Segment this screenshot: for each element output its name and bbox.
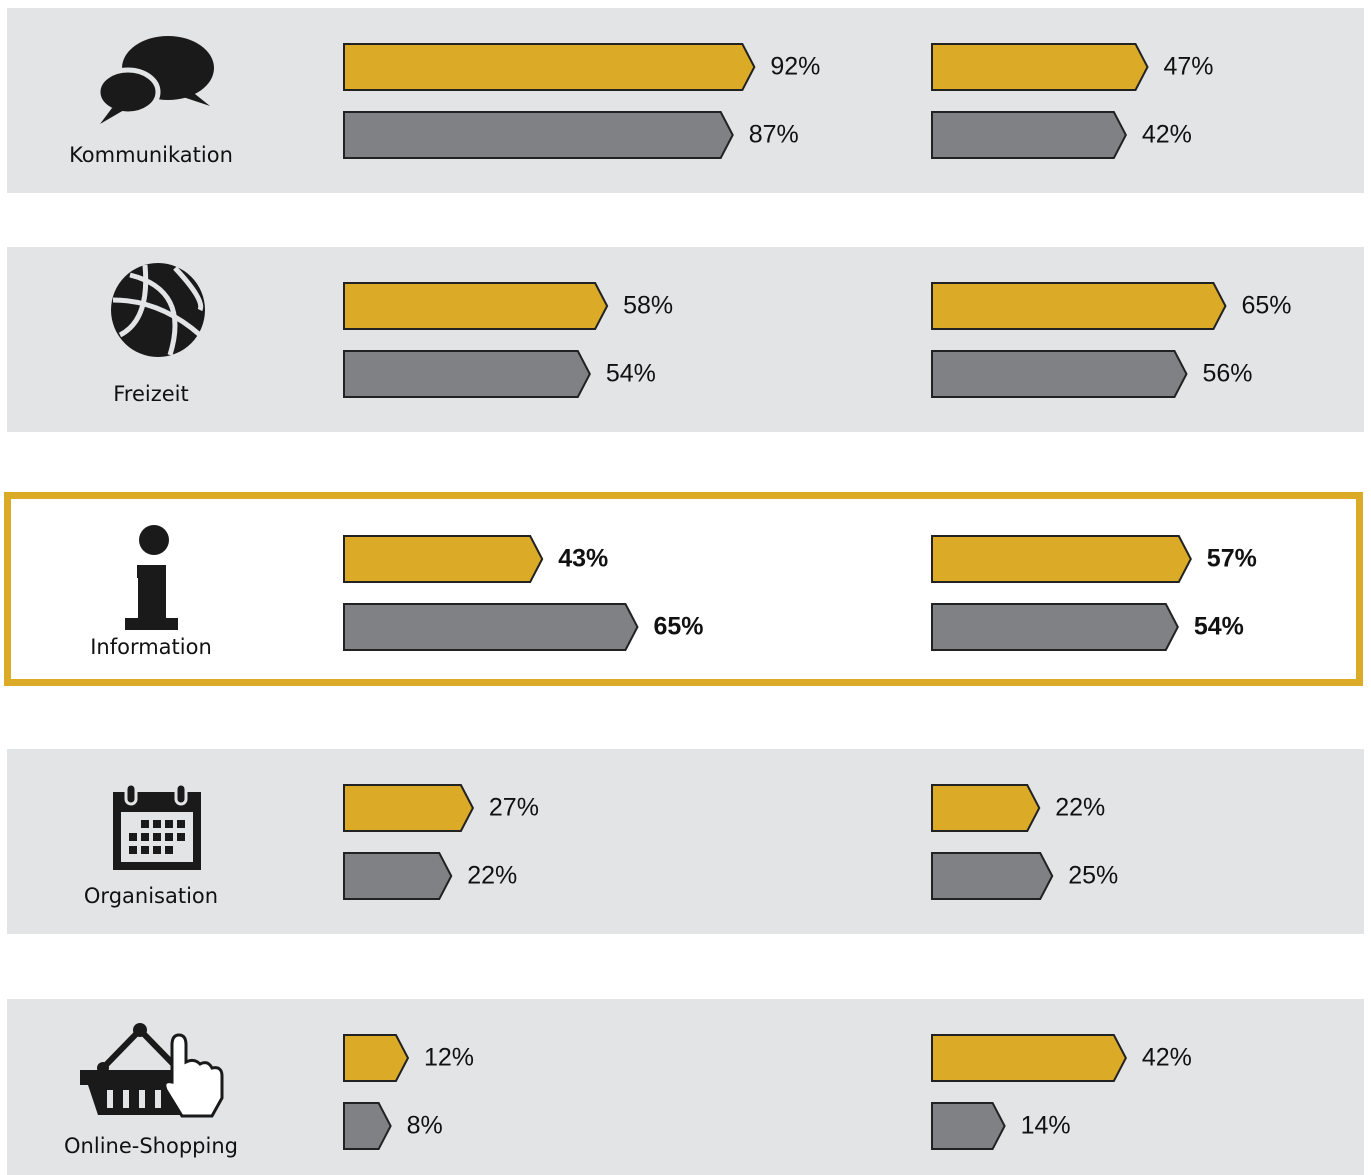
- calendar-cell: [129, 833, 137, 841]
- calendar-cell: [177, 820, 185, 828]
- value-label: 12%: [424, 1044, 474, 1072]
- bar: [931, 1034, 1127, 1082]
- value-label: 56%: [1202, 360, 1252, 388]
- category-label: Organisation: [84, 884, 218, 908]
- bar: [931, 350, 1188, 398]
- bar: [343, 282, 609, 330]
- calendar-cell: [129, 846, 137, 854]
- calendar-cell: [153, 846, 161, 854]
- value-label: 22%: [467, 862, 517, 890]
- bar: [931, 784, 1041, 832]
- icon-basket: [80, 1023, 224, 1118]
- category-label: Online-Shopping: [64, 1134, 238, 1158]
- category-label: Information: [90, 635, 212, 659]
- bar: [343, 111, 734, 159]
- value-label: 87%: [749, 121, 799, 149]
- calendar-cell: [165, 833, 173, 841]
- value-label: 58%: [623, 292, 673, 320]
- calendar-cell: [141, 833, 149, 841]
- row-background: [7, 247, 1364, 432]
- value-label: 54%: [1194, 613, 1244, 641]
- calendar-cell: [165, 846, 173, 854]
- icon-chat: [95, 36, 214, 124]
- bar: [931, 535, 1192, 583]
- icon-calendar: [113, 782, 201, 870]
- calendar-cell: [165, 820, 173, 828]
- calendar-cell: [141, 846, 149, 854]
- value-label: 42%: [1142, 1044, 1192, 1072]
- value-label: 47%: [1164, 53, 1214, 81]
- category-label: Kommunikation: [69, 143, 233, 167]
- bar: [931, 43, 1149, 91]
- value-label: 14%: [1021, 1112, 1071, 1140]
- icon-info: [125, 525, 178, 630]
- calendar-cell: [141, 820, 149, 828]
- value-label: 54%: [606, 360, 656, 388]
- bar: [931, 603, 1179, 651]
- bar: [931, 111, 1127, 159]
- bar: [931, 852, 1054, 900]
- bar: [343, 535, 544, 583]
- value-label: 22%: [1055, 794, 1105, 822]
- bar: [343, 1102, 392, 1150]
- calendar-cell: [153, 833, 161, 841]
- bar: [931, 1102, 1006, 1150]
- calendar-cell: [177, 833, 185, 841]
- bar: [343, 784, 475, 832]
- value-label: 65%: [653, 613, 703, 641]
- row-background: [7, 999, 1364, 1175]
- value-label: 27%: [489, 794, 539, 822]
- bar: [343, 603, 639, 651]
- bar: [343, 852, 453, 900]
- row-highlight: [4, 492, 1363, 686]
- value-label: 57%: [1207, 545, 1257, 573]
- value-label: 65%: [1241, 292, 1291, 320]
- calendar-cell: [153, 820, 161, 828]
- bar: [343, 350, 591, 398]
- value-label: 43%: [558, 545, 608, 573]
- value-label: 42%: [1142, 121, 1192, 149]
- value-label: 25%: [1068, 862, 1118, 890]
- row-background: [7, 749, 1364, 934]
- row-background: [7, 8, 1364, 193]
- value-label: 8%: [407, 1112, 443, 1140]
- icon-ball: [111, 263, 205, 357]
- value-label: 92%: [770, 53, 820, 81]
- bar: [931, 282, 1227, 330]
- bar: [343, 43, 756, 91]
- category-label: Freizeit: [113, 382, 189, 406]
- bar: [343, 1034, 410, 1082]
